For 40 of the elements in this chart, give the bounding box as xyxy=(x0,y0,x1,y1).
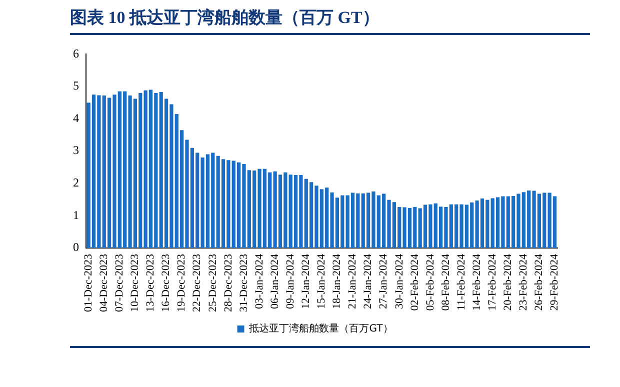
x-tick-label: 04-Dec-2023 xyxy=(98,253,110,312)
x-tick-label: 09-Jan-2024 xyxy=(284,253,296,309)
legend-label: 抵达亚丁湾船舶数量（百万GT） xyxy=(248,322,393,335)
x-tick-label: 12-Jan-2024 xyxy=(300,253,312,309)
x-tick-label: 10-Dec-2023 xyxy=(129,253,142,312)
x-tick-label: 31-Dec-2023 xyxy=(238,253,250,312)
x-tick-label: 17-Feb-2024 xyxy=(486,253,498,311)
x-tick-label: 07-Dec-2023 xyxy=(114,253,126,312)
x-tick-label: 05-Feb-2024 xyxy=(424,253,436,311)
x-tick-label: 21-Jan-2024 xyxy=(346,253,359,309)
x-tick-label: 13-Dec-2023 xyxy=(144,253,157,312)
y-tick-label: 4 xyxy=(73,110,79,125)
x-tick-label: 06-Jan-2024 xyxy=(268,253,281,309)
x-tick-label: 27-Jan-2024 xyxy=(378,253,390,309)
x-tick-label: 22-Dec-2023 xyxy=(191,253,204,312)
x-tick-label: 30-Jan-2024 xyxy=(393,253,406,309)
y-tick-label: 3 xyxy=(73,143,79,158)
x-tick-label: 08-Feb-2024 xyxy=(440,253,452,311)
y-tick-label: 5 xyxy=(73,78,79,93)
x-tick-label: 26-Feb-2024 xyxy=(533,253,546,311)
x-tick-label: 01-Dec-2023 xyxy=(82,253,94,312)
x-tick-label: 03-Jan-2024 xyxy=(253,253,266,309)
x-tick-label: 16-Dec-2023 xyxy=(160,253,172,312)
x-tick-label: 24-Jan-2024 xyxy=(362,253,374,309)
x-tick-label: 14-Feb-2024 xyxy=(470,253,483,311)
x-tick-label: 23-Feb-2024 xyxy=(518,253,530,311)
x-tick-label: 02-Feb-2024 xyxy=(408,253,421,311)
x-tick-label: 29-Feb-2024 xyxy=(548,253,561,311)
chart-title: 图表 10 抵达亚丁湾船舶数量（百万 GT） xyxy=(70,6,590,35)
x-tick-label: 25-Dec-2023 xyxy=(206,253,219,312)
y-tick-label: 2 xyxy=(73,176,79,190)
y-tick-label: 1 xyxy=(73,208,79,222)
y-tick-label: 0 xyxy=(73,240,79,254)
x-tick-label: 28-Dec-2023 xyxy=(222,253,234,312)
x-tick-label: 19-Dec-2023 xyxy=(176,253,188,312)
x-tick-label: 18-Jan-2024 xyxy=(331,253,344,309)
x-tick-label: 20-Feb-2024 xyxy=(502,253,514,311)
y-tick-label: 6 xyxy=(73,46,79,60)
x-tick-label: 15-Jan-2024 xyxy=(316,253,328,309)
x-tick-label: 11-Feb-2024 xyxy=(455,253,468,310)
